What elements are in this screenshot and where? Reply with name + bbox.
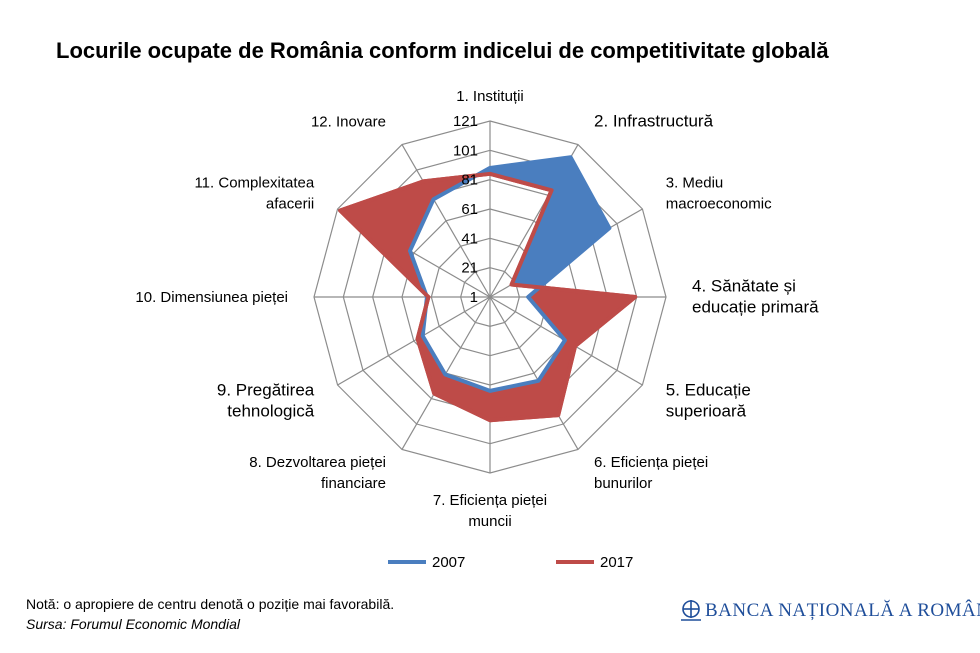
category-label-3: macroeconomic bbox=[666, 196, 772, 213]
bnr-emblem-icon bbox=[681, 600, 701, 621]
category-label-5: 5. Educație bbox=[666, 381, 751, 400]
tick-label: 101 bbox=[453, 142, 478, 159]
category-label-9: 9. Pregătirea bbox=[217, 381, 315, 400]
category-label-11: afacerii bbox=[266, 196, 314, 213]
category-label-7: muncii bbox=[468, 513, 511, 530]
chart-series bbox=[338, 155, 638, 423]
category-label-6: bunurilor bbox=[594, 475, 652, 492]
category-label-7: 7. Eficiența pieței bbox=[433, 492, 547, 509]
category-label-4: educație primară bbox=[692, 298, 819, 317]
category-label-4: 4. Sănătate și bbox=[692, 277, 796, 296]
category-label-6: 6. Eficiența pieței bbox=[594, 454, 708, 471]
source-note: Sursa: Forumul Economic Mondial bbox=[26, 616, 241, 632]
category-labels: 1. Instituții 2. Infrastructură 3. Mediu ma… bbox=[135, 88, 819, 530]
tick-label: 21 bbox=[461, 260, 478, 277]
category-label-8: 8. Dezvoltarea pieței bbox=[249, 454, 386, 471]
tick-label: 61 bbox=[461, 201, 478, 218]
legend-2017-label: 2017 bbox=[600, 554, 633, 571]
legend-2007-label: 2007 bbox=[432, 554, 465, 571]
footnote: Notă: o apropiere de centru denotă o poz… bbox=[26, 596, 394, 612]
category-label-1: 1. Instituții bbox=[456, 88, 524, 105]
tick-label: 81 bbox=[461, 172, 478, 189]
series-2017-outline bbox=[338, 171, 638, 423]
bnr-brand-text: BANCA NAȚIONALĂ A ROMÂNIEI bbox=[705, 599, 980, 621]
category-label-10: 10. Dimensiunea pieței bbox=[135, 289, 288, 306]
legend: 2007 2017 bbox=[388, 554, 633, 571]
category-label-12: 12. Inovare bbox=[311, 113, 386, 130]
category-label-11: 11. Complexitatea bbox=[194, 175, 314, 192]
chart-title: Locurile ocupate de România conform indi… bbox=[56, 38, 829, 63]
bnr-logo: BANCA NAȚIONALĂ A ROMÂNIEI bbox=[681, 599, 980, 621]
category-label-9: tehnologică bbox=[227, 402, 315, 421]
grid-spoke bbox=[489, 296, 579, 450]
tick-label: 41 bbox=[461, 230, 478, 247]
tick-label: 121 bbox=[453, 113, 478, 130]
category-label-5: superioară bbox=[666, 402, 747, 421]
grid-spoke bbox=[337, 296, 491, 386]
category-label-8: financiare bbox=[321, 475, 386, 492]
category-label-2: 2. Infrastructură bbox=[594, 111, 714, 130]
category-label-3: 3. Mediu bbox=[666, 175, 724, 192]
grid-spoke bbox=[401, 144, 491, 298]
tick-label: 1 bbox=[470, 289, 478, 306]
